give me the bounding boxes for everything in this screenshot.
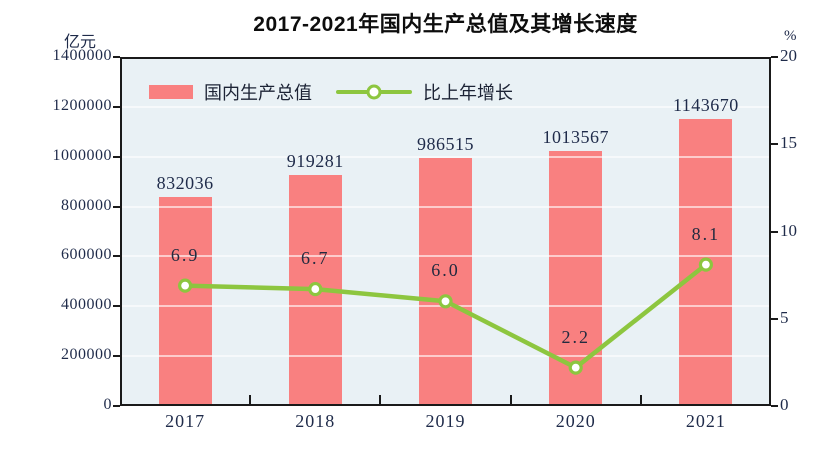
right-axis-tick-label: 15 xyxy=(780,133,797,153)
x-axis-tick xyxy=(379,395,382,404)
legend: 国内生产总值 比上年增长 xyxy=(149,79,513,105)
x-tick-label-2019: 2019 xyxy=(425,411,466,431)
left-axis-tick-label: 1000000 xyxy=(52,146,112,164)
right-axis-tick xyxy=(771,230,778,233)
left-axis-tick-label: 200000 xyxy=(61,346,112,364)
right-axis-tick-label: 10 xyxy=(780,220,797,240)
growth-value-label: 2.2 xyxy=(561,326,590,347)
left-axis-tick xyxy=(113,255,120,258)
right-axis-tick-label: 5 xyxy=(780,307,789,327)
left-axis-tick xyxy=(113,355,120,358)
x-tick-label-2021: 2021 xyxy=(685,411,726,431)
gridline xyxy=(122,155,769,158)
left-axis-tick xyxy=(113,155,120,158)
gridline xyxy=(122,255,769,258)
legend-line-label: 比上年增长 xyxy=(423,83,513,103)
right-axis-tick-label: 20 xyxy=(780,46,797,65)
right-axis-unit: % xyxy=(784,28,797,44)
left-axis-tick-label: 600000 xyxy=(61,246,112,264)
right-axis-tick xyxy=(771,56,778,58)
bar-value-label: 832036 xyxy=(156,172,214,193)
plot-area: 国内生产总值 比上年增长 xyxy=(120,57,771,406)
gridline xyxy=(122,205,769,208)
chart-title: 2017-2021年国内生产总值及其增长速度 xyxy=(253,13,638,36)
bar-value-label: 919281 xyxy=(286,150,344,171)
legend-bar-label: 国内生产总值 xyxy=(204,83,312,103)
x-tick-label-2020: 2020 xyxy=(555,411,596,431)
left-axis-tick xyxy=(113,56,120,58)
growth-value-label: 6.0 xyxy=(431,260,460,281)
x-tick-label-2018: 2018 xyxy=(295,411,336,431)
x-tick-label-2017: 2017 xyxy=(165,411,206,431)
left-axis-tick xyxy=(113,205,120,208)
growth-value-label: 6.9 xyxy=(170,244,200,265)
right-axis-tick-label: 0 xyxy=(780,395,789,414)
x-axis-tick xyxy=(639,395,642,404)
bar-value-label: 986515 xyxy=(417,134,474,155)
bar-2019 xyxy=(419,158,472,404)
left-axis-tick-label: 1400000 xyxy=(52,47,112,64)
left-axis-tick-label: 400000 xyxy=(61,296,112,314)
left-axis-tick xyxy=(113,105,120,108)
left-axis-tick-label: 0 xyxy=(103,396,112,413)
growth-line-marker-icon xyxy=(698,257,714,272)
bar-value-label: 1013567 xyxy=(542,127,609,148)
left-axis-unit: 亿元 xyxy=(63,34,96,51)
bar-2017 xyxy=(158,196,212,404)
x-axis-tick xyxy=(509,395,512,404)
bar-value-label: 1143670 xyxy=(672,94,739,115)
left-axis-tick-label: 800000 xyxy=(61,196,112,214)
growth-line-marker-icon xyxy=(568,360,583,375)
legend-line-marker-icon xyxy=(366,84,382,100)
x-axis-tick xyxy=(249,395,252,404)
left-axis-tick xyxy=(113,305,120,308)
right-axis-tick xyxy=(771,143,778,146)
growth-line xyxy=(177,257,714,375)
legend-line-swatch-icon xyxy=(336,84,412,100)
growth-line-marker-icon xyxy=(308,281,323,297)
growth-value-label: 8.1 xyxy=(691,223,721,244)
gridline xyxy=(122,105,769,108)
left-axis-tick-label: 1200000 xyxy=(52,96,112,114)
legend-bar-swatch-icon xyxy=(149,85,193,99)
growth-line-marker-icon xyxy=(177,278,193,293)
growth-line-marker-icon xyxy=(438,294,453,309)
growth-value-label: 6.7 xyxy=(301,248,330,269)
right-axis-tick xyxy=(771,317,778,320)
gridline xyxy=(122,355,769,358)
right-axis-tick xyxy=(771,405,778,407)
left-axis-tick xyxy=(113,405,120,407)
